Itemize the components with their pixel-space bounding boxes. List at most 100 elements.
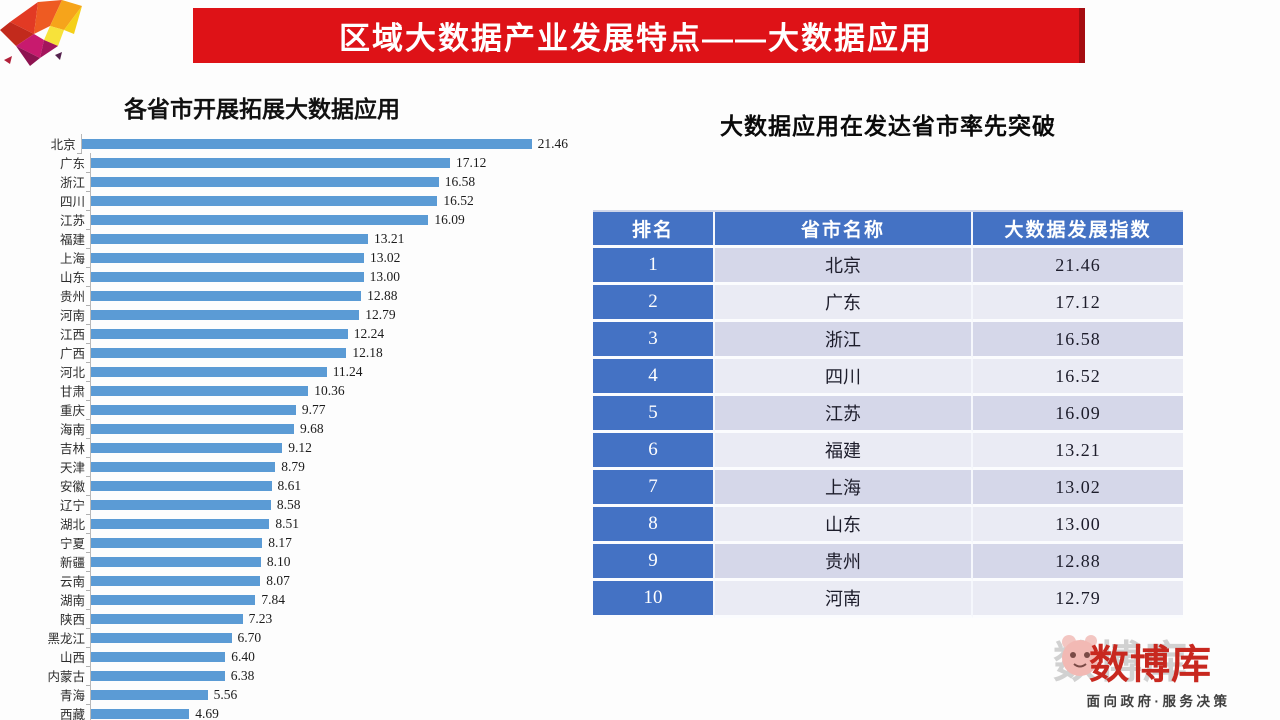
- name-cell: 广东: [715, 285, 973, 322]
- bar-label: 上海: [59, 252, 85, 266]
- axis-tick: [86, 209, 91, 211]
- chart-row: 江苏 16.09: [8, 210, 568, 230]
- bar-value-label: 4.69: [195, 705, 219, 720]
- bar-track: 8.17: [86, 533, 568, 553]
- bar: [91, 537, 263, 548]
- bar-value-label: 9.12: [288, 439, 312, 455]
- mascot-icon: [1062, 635, 1098, 676]
- axis-tick: [86, 684, 91, 686]
- chart-row: 西藏 4.69: [8, 704, 568, 720]
- bar-label: 新疆: [59, 556, 85, 570]
- brand-name: 数博库: [1089, 642, 1212, 687]
- axis-tick: [86, 247, 91, 249]
- rank-cell: 7: [593, 470, 715, 507]
- chart-row: 天津 8.79: [8, 457, 568, 477]
- chart-row: 山西 6.40: [8, 647, 568, 667]
- bar-label: 辽宁: [59, 499, 85, 513]
- table-row: 3 浙江 16.58: [593, 322, 1183, 359]
- axis-tick: [86, 323, 91, 325]
- axis-tick: [86, 494, 91, 496]
- bar-track: 7.23: [86, 609, 568, 629]
- axis-tick: [86, 703, 91, 705]
- axis-tick: [86, 361, 91, 363]
- chart-row: 广西 12.18: [8, 343, 568, 363]
- chart-row: 北京 21.46: [8, 134, 568, 154]
- chart-row: 山东 13.00: [8, 267, 568, 287]
- bar-value-label: 8.10: [266, 553, 291, 569]
- table-row: 5 江苏 16.09: [593, 396, 1183, 433]
- chart-row: 云南 8.07: [8, 571, 568, 591]
- bar-track: 6.38: [86, 666, 568, 686]
- bar: [91, 575, 261, 586]
- bar-label: 宁夏: [59, 537, 85, 551]
- chart-row: 四川 16.52: [8, 191, 568, 211]
- bar: [81, 138, 532, 149]
- bar-track: 8.79: [86, 457, 568, 477]
- bar-value-label: 7.84: [261, 591, 286, 607]
- bar: [91, 252, 364, 263]
- bar-label: 四川: [59, 195, 85, 209]
- axis-tick: [86, 190, 91, 192]
- bar: [91, 214, 429, 225]
- axis-tick: [76, 152, 82, 154]
- axis-tick: [86, 532, 91, 534]
- bar-track: 13.21: [86, 229, 568, 249]
- bar-track: 21.46: [76, 134, 568, 154]
- name-cell: 上海: [715, 470, 973, 507]
- bar: [91, 594, 256, 605]
- name-cell: 山东: [715, 507, 973, 544]
- chart-row: 贵州 12.88: [8, 286, 568, 306]
- bar: [91, 233, 368, 244]
- bar-value-label: 11.24: [332, 363, 363, 379]
- axis-tick: [86, 513, 91, 515]
- bar: [91, 176, 439, 187]
- bar-label: 重庆: [59, 404, 85, 418]
- bar-label: 云南: [59, 575, 85, 589]
- bar-track: 5.56: [86, 685, 568, 705]
- chart-row: 湖南 7.84: [8, 590, 568, 610]
- axis-tick: [86, 608, 91, 610]
- bar-track: 8.07: [86, 571, 568, 591]
- bar-track: 8.61: [86, 476, 568, 496]
- bar: [91, 309, 360, 320]
- chart-row: 上海 13.02: [8, 248, 568, 268]
- table-heading: 大数据应用在发达省市率先突破: [720, 113, 1056, 139]
- bar-label: 福建: [59, 233, 85, 247]
- table-row: 9 贵州 12.88: [593, 544, 1183, 581]
- bar-track: 9.12: [86, 438, 568, 458]
- name-cell: 北京: [715, 248, 973, 285]
- bar-value-label: 12.79: [365, 306, 396, 322]
- bar-value-label: 5.56: [213, 686, 238, 702]
- rank-cell: 8: [593, 507, 715, 544]
- table-row: 2 广东 17.12: [593, 285, 1183, 322]
- bar-value-label: 16.52: [443, 192, 474, 208]
- bar-track: 17.12: [86, 153, 568, 173]
- chart-row: 广东 17.12: [8, 153, 568, 173]
- bar: [91, 271, 364, 282]
- chart-row: 陕西 7.23: [8, 609, 568, 629]
- bar-value-label: 16.58: [444, 173, 476, 189]
- bar: [91, 157, 450, 168]
- value-cell: 16.09: [973, 396, 1183, 433]
- bar: [91, 632, 232, 643]
- bar-value-label: 8.61: [277, 477, 302, 493]
- bar-label: 海南: [59, 423, 85, 437]
- chart-row: 湖北 8.51: [8, 514, 568, 534]
- bar: [91, 670, 225, 681]
- bar-label: 西藏: [59, 708, 85, 720]
- axis-tick: [86, 418, 91, 420]
- bar-label: 内蒙古: [47, 670, 85, 684]
- brand-logo: 数博库 数博库 面向政府·服务决策: [1051, 632, 1266, 710]
- bar-value-label: 8.07: [266, 572, 290, 588]
- bar: [91, 461, 276, 472]
- bar-value-label: 12.18: [352, 344, 383, 360]
- bar-label: 北京: [50, 138, 76, 152]
- value-cell: 13.00: [973, 507, 1183, 544]
- bar: [91, 556, 261, 567]
- bar-value-label: 8.58: [276, 496, 301, 512]
- table-header-cell: 省市名称: [715, 212, 973, 248]
- chart-row: 青海 5.56: [8, 685, 568, 705]
- rank-cell: 9: [593, 544, 715, 581]
- polygon-logo-icon: [0, 0, 82, 66]
- bar-track: 12.88: [86, 286, 568, 306]
